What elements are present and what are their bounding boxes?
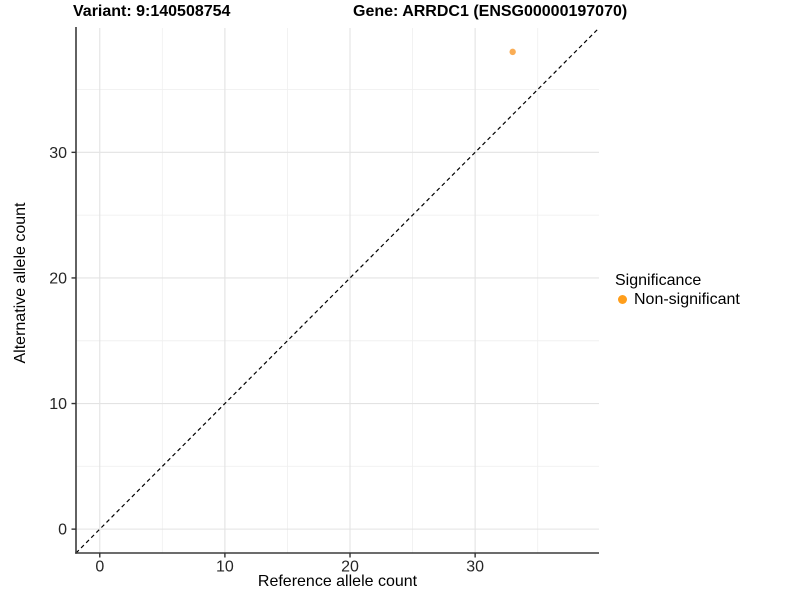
- y-tick-label: 30: [49, 145, 67, 162]
- y-tick-label: 0: [58, 522, 67, 539]
- legend-item: Non-significant: [615, 290, 740, 309]
- x-tick-label: 10: [216, 559, 234, 576]
- identity-line: [75, 27, 600, 554]
- x-tick-label: 30: [466, 559, 484, 576]
- data-point: [509, 48, 516, 56]
- y-tick-label: 20: [49, 270, 67, 287]
- y-tick-label: 10: [49, 396, 67, 413]
- legend-point-icon: [618, 295, 627, 304]
- x-tick-label: 0: [95, 559, 104, 576]
- gene-title: Gene: ARRDC1 (ENSG00000197070): [353, 3, 628, 20]
- legend: Significance Non-significant: [615, 271, 740, 309]
- legend-item-label: Non-significant: [634, 291, 740, 308]
- x-tick-label: 20: [341, 559, 359, 576]
- y-axis-title: Alternative allele count: [12, 202, 29, 364]
- x-axis-title: Reference allele count: [257, 573, 418, 590]
- variant-title: Variant: 9:140508754: [73, 3, 231, 20]
- legend-title: Significance: [615, 272, 702, 289]
